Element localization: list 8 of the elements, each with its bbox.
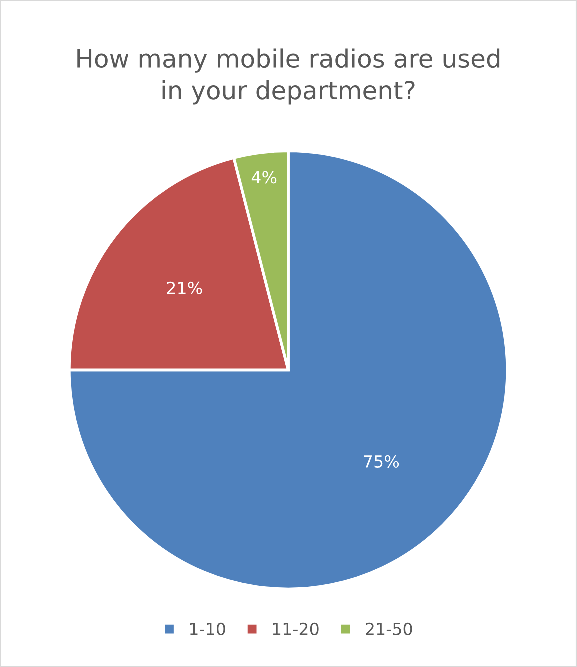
- data-label: 21%: [167, 282, 202, 294]
- chart-title: How many mobile radios are used in your department?: [78, 48, 500, 105]
- legend-label: 1-10: [190, 622, 226, 636]
- legend-label: 21-50: [366, 622, 412, 636]
- pie-slice: [68, 150, 509, 591]
- data-label: 75%: [364, 455, 400, 468]
- legend-label: 11-20: [273, 622, 319, 636]
- data-label: 4%: [252, 171, 277, 184]
